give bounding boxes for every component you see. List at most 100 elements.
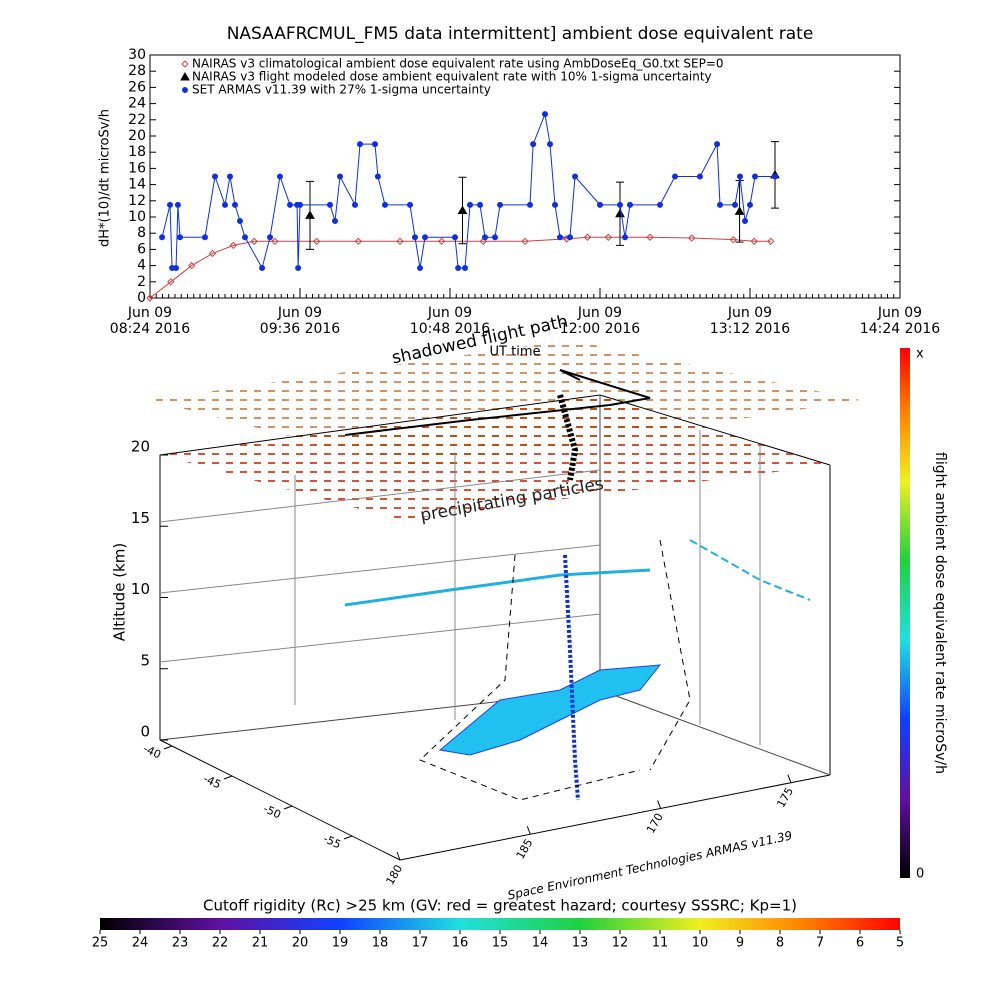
data-point [250,237,258,246]
data-point [697,173,703,180]
data-point [412,234,418,241]
data-point [357,141,363,148]
data-point [477,201,483,208]
data-point [259,265,266,272]
data-point [297,201,303,208]
colorbar-tick-label: 6 [856,936,864,951]
data-point [622,234,628,241]
lon-tick-label: 180 [383,863,405,888]
lon-tick-label: 175 [774,785,796,810]
y-tick-label: 28 [128,63,146,79]
data-point [557,234,563,241]
data-point [407,201,413,208]
data-point [552,201,558,208]
data-point [327,201,333,208]
x-tick-label: Jun 09 13:12 2016 [709,305,791,337]
x-tick-label: Jun 09 12:00 2016 [559,305,641,337]
data-point [422,234,428,241]
data-point [687,234,696,242]
y-tick-label: 12 [128,193,146,209]
data-point [547,141,553,148]
y-tick-label: 16 [128,160,146,176]
z-tick-label: 5 [140,651,150,669]
y-tick-label: 0 [137,290,146,306]
data-point [208,249,217,258]
data-point [237,218,243,225]
colorbar-tick-label: 14 [532,936,549,951]
colorbar-tick-label: 18 [372,936,389,951]
legend-label: NAIRAS v3 flight modeled dose ambient eq… [192,70,712,84]
z-tick-label: 10 [131,580,150,598]
colorbar-tick-label: 25 [92,936,109,951]
colorbar-tick-label: 19 [332,936,349,951]
data-point [583,233,592,241]
colorbar-tick-label: 22 [212,936,229,951]
colorbar-tick-label: 17 [412,936,429,951]
data-point [167,278,175,286]
lat-tick [163,745,173,750]
data-point [174,201,181,208]
data-point [212,173,218,180]
lat-tick-label: -55 [321,832,343,851]
x-tick-label: Jun 09 14:24 2016 [859,305,941,337]
data-point [750,237,758,246]
x-tick-label: Jun 09 08:24 2016 [109,305,191,337]
data-point [452,234,458,241]
z-axis-label: Altitude (km) [111,543,129,641]
annotation: UT time [490,345,541,360]
lon-tick [396,851,401,861]
y-tick-label: 18 [128,144,146,160]
lat-tick [343,835,353,840]
y-tick-label: 26 [128,79,146,95]
legend-label: NAIRAS v3 climatological ambient dose eq… [192,57,724,71]
y-tick-label: 4 [137,258,146,274]
box-3d [150,340,860,861]
y-tick-label: 6 [137,241,146,257]
data-point [374,173,381,180]
rigidity-colorbar [100,918,900,930]
data-point [417,265,423,272]
colorbar-tick-label: 8 [776,936,784,951]
data-point [462,265,468,272]
colorbar-tick-label: 7 [816,936,824,951]
data-point [521,237,529,246]
data-point [222,201,228,208]
data-point [497,201,503,208]
data-point [467,201,473,208]
z-tick-label: 0 [140,723,150,741]
data-point [604,233,613,241]
data-point [615,208,625,218]
legend-label: SET ARMAS v11.39 with 27% 1-sigma uncert… [192,83,491,97]
data-point [734,206,745,215]
colorbar-tick-label: 20 [292,936,309,951]
lat-tick-label: -50 [261,802,283,821]
data-point [737,173,743,180]
z-tick-label: 15 [131,509,150,527]
colorbar-tick-label: 23 [172,936,189,951]
lat-tick-label: -40 [141,742,163,761]
dose-colorbar [900,348,910,878]
data-point [742,218,748,225]
data-point [747,201,753,208]
data-point [267,234,273,241]
lat-tick [223,775,233,780]
legend-marker [180,71,190,81]
data-point [242,234,248,241]
colorbar-tick-label: 15 [492,936,509,951]
y-tick-label: 2 [137,274,146,290]
dose-colorbar-label: 0 [916,867,924,882]
data-point [202,234,208,241]
data-point [752,173,758,180]
data-point [229,241,238,250]
y-tick-label: 30 [128,47,146,63]
data-point [352,201,358,208]
data-point [305,210,315,219]
lon-tick-label: 185 [514,837,536,862]
data-point [617,201,623,208]
z-tick-label: 20 [131,438,150,456]
data-point [772,173,778,180]
data-point [482,234,488,241]
colorbar-tick-label: 16 [452,936,469,951]
data-point [492,234,498,241]
